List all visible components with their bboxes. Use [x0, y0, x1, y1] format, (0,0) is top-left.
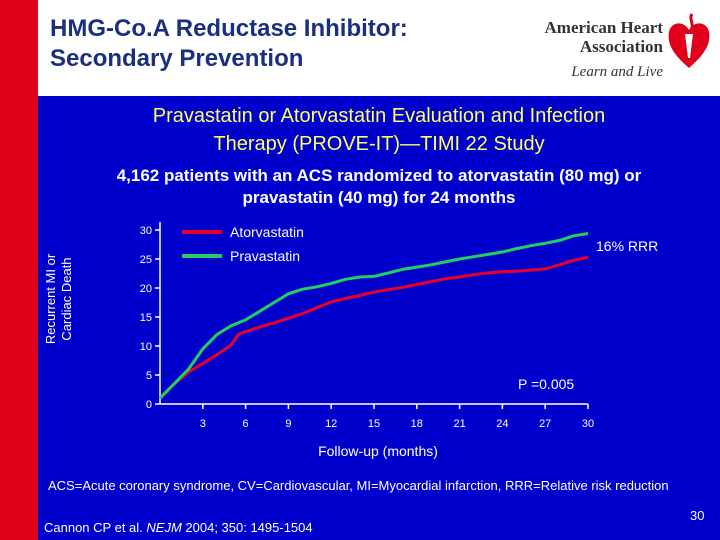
citation-journal: NEJM	[146, 520, 182, 535]
x-tick-label: 27	[539, 418, 551, 430]
subtitle-line-2: Therapy (PROVE-IT)—TIMI 22 Study	[213, 133, 545, 155]
citation-rest: 2004; 350: 1495-1504	[181, 520, 313, 535]
citation: Cannon CP et al. NEJM 2004; 350: 1495-15…	[44, 520, 313, 535]
abbreviations-footnote: ACS=Acute coronary syndrome, CV=Cardiova…	[48, 478, 669, 493]
page-number: 30	[690, 508, 705, 523]
series-line-atorvastatin	[158, 255, 589, 400]
citation-prefix: Cannon CP et al.	[44, 520, 147, 535]
x-axis-label: Follow-up (months)	[318, 443, 438, 459]
x-tick-label: 18	[411, 418, 423, 430]
series-line-pravastatin	[158, 232, 589, 400]
y-tick-label: 20	[140, 283, 152, 295]
x-tick-label: 21	[453, 418, 465, 430]
title-line-2: Secondary Prevention	[50, 45, 304, 72]
x-tick-label: 15	[368, 418, 380, 430]
accent-bar	[0, 0, 38, 540]
slide-body	[38, 96, 720, 540]
annotation-rrr: 16% RRR	[596, 238, 658, 254]
y-tick-label: 15	[140, 312, 152, 324]
study-description: 4,162 patients with an ACS randomized to…	[38, 165, 720, 209]
slide-header	[0, 0, 720, 96]
y-tick-label: 25	[140, 254, 152, 266]
logo-line-2: Association	[579, 37, 663, 56]
y-tick-label: 5	[146, 370, 152, 382]
title-line-1: HMG-Co.A Reductase Inhibitor:	[50, 15, 408, 42]
logo-line-1: American Heart	[544, 18, 663, 37]
y-tick-label: 30	[140, 225, 152, 237]
y-tick-label: 10	[140, 341, 152, 353]
page-title: HMG-Co.A Reductase Inhibitor: Secondary …	[50, 14, 490, 74]
description-line-1: 4,162 patients with an ACS randomized to…	[116, 166, 642, 185]
y-tick-label: 0	[146, 399, 152, 411]
legend-label-pravastatin: Pravastatin	[230, 248, 300, 264]
aha-logo: American Heart Association Learn and Liv…	[540, 10, 715, 90]
logo-tagline: Learn and Live	[571, 64, 663, 80]
subtitle-line-1: Pravastatin or Atorvastatin Evaluation a…	[152, 105, 606, 127]
x-tick-label: 24	[496, 418, 508, 430]
x-tick-label: 6	[243, 418, 249, 430]
study-subtitle: Pravastatin or Atorvastatin Evaluation a…	[38, 102, 720, 158]
heart-torch-icon	[668, 13, 710, 68]
legend-label-atorvastatin: Atorvastatin	[230, 224, 304, 240]
x-tick-label: 3	[200, 418, 206, 430]
x-tick-label: 30	[582, 418, 594, 430]
x-tick-label: 9	[285, 418, 291, 430]
annotation-p-value: P =0.005	[518, 376, 574, 392]
description-line-2: pravastatin (40 mg) for 24 months	[242, 188, 516, 207]
logo-org-name: American Heart Association	[545, 18, 663, 56]
x-tick-label: 12	[325, 418, 337, 430]
